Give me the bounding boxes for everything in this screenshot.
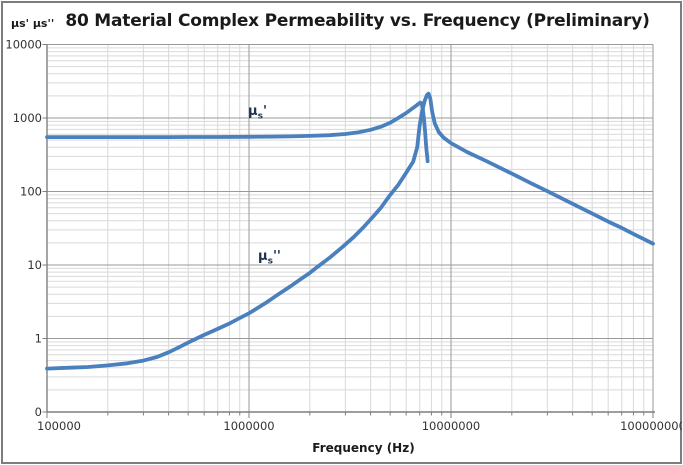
y-tick-label: 0 xyxy=(35,405,42,419)
curve-mu-imag xyxy=(45,91,655,371)
mu-symbol: μ xyxy=(248,104,258,119)
y-tick-label: 100 xyxy=(20,185,42,199)
series-label-mu-real: μs' xyxy=(248,104,267,122)
y-axis-title: μs' μs'' xyxy=(11,17,55,30)
y-tick-label: 10 xyxy=(27,258,42,272)
mu-subscript: s xyxy=(257,111,263,122)
mu-subscript: s xyxy=(267,256,273,267)
x-tick-label: 100000 xyxy=(37,419,81,433)
x-axis-title: Frequency (Hz) xyxy=(312,441,415,455)
mu-symbol: μ xyxy=(258,249,268,264)
y-tick-label: 10000 xyxy=(5,38,42,52)
chart-title: 80 Material Complex Permeability vs. Fre… xyxy=(65,11,650,31)
series-label-mu-imag: μs'' xyxy=(258,249,281,267)
prime-mark: ' xyxy=(262,104,267,119)
x-tick-label: 1000000 xyxy=(223,419,274,433)
prime-mark: '' xyxy=(272,249,281,264)
x-tick-label: 100000000 xyxy=(620,419,682,433)
y-tick-label: 1 xyxy=(35,332,42,346)
x-tick-label: 10000000 xyxy=(422,419,481,433)
y-tick-label: 1000 xyxy=(13,111,42,125)
